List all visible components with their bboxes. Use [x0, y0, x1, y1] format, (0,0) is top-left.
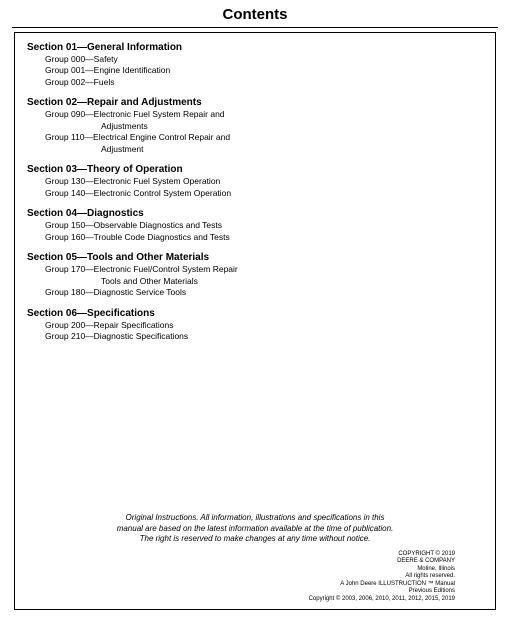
copyright-line: COPYRIGHT © 2019	[15, 551, 455, 559]
copyright-line: Moline, Illinois	[15, 566, 455, 574]
copyright-line: Previous Editions	[15, 588, 455, 596]
disclaimer: Original Instructions. All information, …	[15, 513, 495, 550]
group-line: Group 000—Safety	[27, 54, 485, 65]
group-line: Group 210—Diagnostic Specifications	[27, 331, 485, 342]
section-heading: Section 04—Diagnostics	[27, 207, 485, 220]
section-heading: Section 06—Specifications	[27, 307, 485, 320]
copyright-line: DEERE & COMPANY	[15, 558, 455, 566]
section-heading: Section 03—Theory of Operation	[27, 163, 485, 176]
group-line-continuation: Adjustments	[27, 121, 485, 132]
section-block: Section 01—General InformationGroup 000—…	[27, 41, 485, 88]
copyright-line: Copyright © 2003, 2006, 2010, 2011, 2012…	[15, 596, 455, 604]
title-rule	[12, 27, 498, 28]
disclaimer-line: Original Instructions. All information, …	[45, 513, 465, 523]
page-title: Contents	[0, 0, 510, 27]
footer: Original Instructions. All information, …	[15, 513, 495, 603]
group-line-continuation: Tools and Other Materials	[27, 276, 485, 287]
group-line-continuation: Adjustment	[27, 144, 485, 155]
disclaimer-line: manual are based on the latest informati…	[45, 524, 465, 534]
section-heading: Section 02—Repair and Adjustments	[27, 96, 485, 109]
group-line: Group 130—Electronic Fuel System Operati…	[27, 176, 485, 187]
copyright-line: All rights reserved.	[15, 573, 455, 581]
group-line: Group 002—Fuels	[27, 77, 485, 88]
group-line: Group 150—Observable Diagnostics and Tes…	[27, 220, 485, 231]
section-heading: Section 05—Tools and Other Materials	[27, 251, 485, 264]
copyright-line: A John Deere ILLUSTRUCTION ™ Manual	[15, 581, 455, 589]
section-block: Section 03—Theory of OperationGroup 130—…	[27, 163, 485, 199]
content-frame: Section 01—General InformationGroup 000—…	[14, 32, 496, 610]
group-line: Group 180—Diagnostic Service Tools	[27, 287, 485, 298]
section-block: Section 06—SpecificationsGroup 200—Repai…	[27, 307, 485, 343]
section-heading: Section 01—General Information	[27, 41, 485, 54]
group-line: Group 001—Engine Identification	[27, 65, 485, 76]
table-of-contents: Section 01—General InformationGroup 000—…	[27, 41, 485, 343]
group-line: Group 090—Electronic Fuel System Repair …	[27, 109, 485, 120]
section-block: Section 05—Tools and Other MaterialsGrou…	[27, 251, 485, 298]
disclaimer-line: The right is reserved to make changes at…	[45, 534, 465, 544]
section-block: Section 02—Repair and AdjustmentsGroup 0…	[27, 96, 485, 155]
group-line: Group 200—Repair Specifications	[27, 320, 485, 331]
section-block: Section 04—DiagnosticsGroup 150—Observab…	[27, 207, 485, 243]
group-line: Group 170—Electronic Fuel/Control System…	[27, 264, 485, 275]
copyright-block: COPYRIGHT © 2019 DEERE & COMPANY Moline,…	[15, 551, 495, 604]
group-line: Group 160—Trouble Code Diagnostics and T…	[27, 232, 485, 243]
group-line: Group 110—Electrical Engine Control Repa…	[27, 132, 485, 143]
group-line: Group 140—Electronic Control System Oper…	[27, 188, 485, 199]
